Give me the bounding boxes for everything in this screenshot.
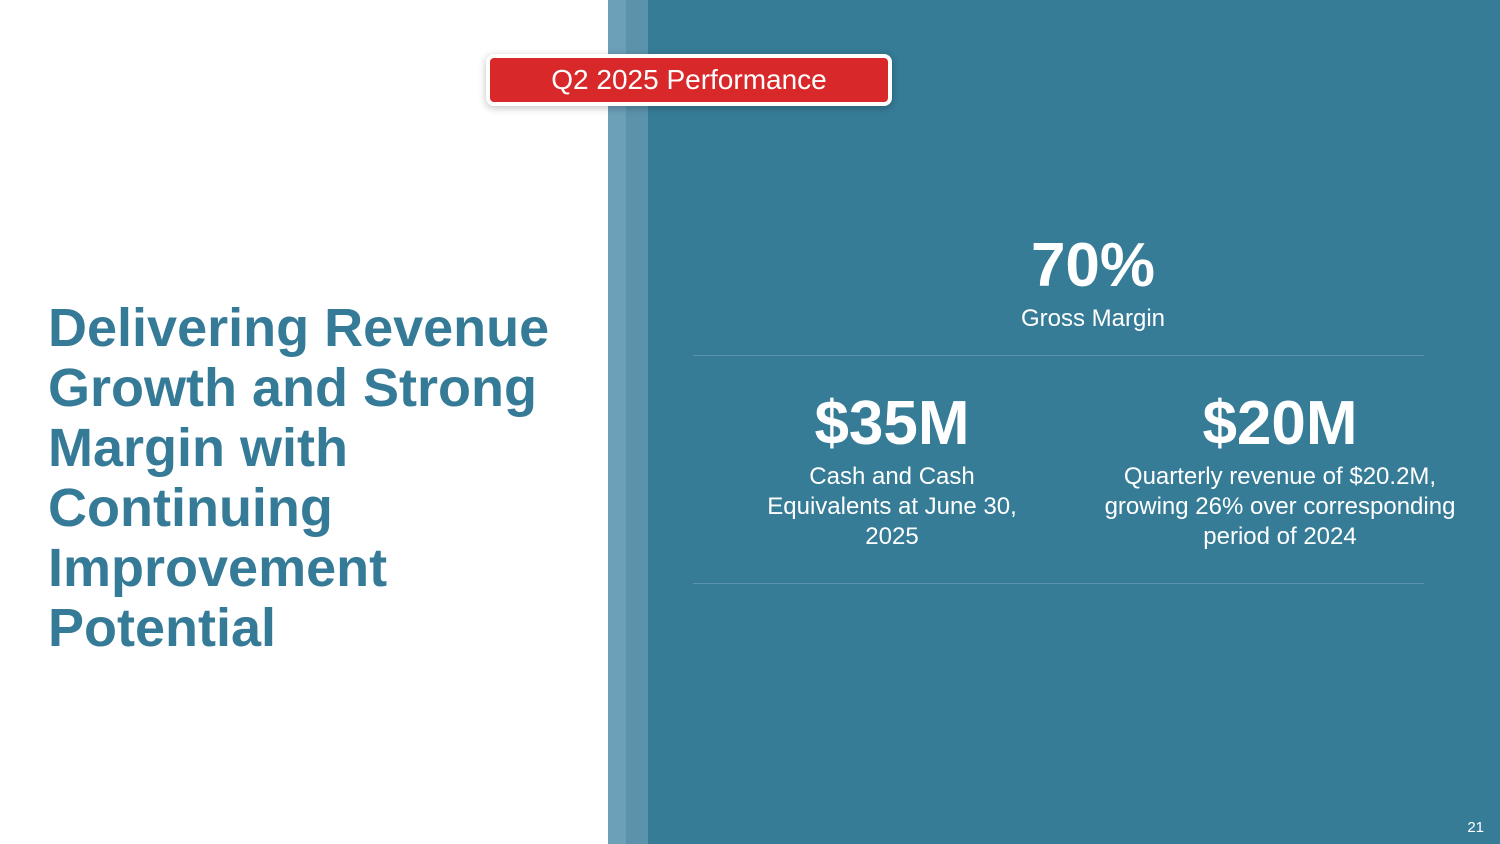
stat-gross-margin-label: Gross Margin bbox=[1020, 305, 1166, 332]
stat-cash-value: $35M bbox=[814, 389, 970, 458]
accent-stripe-light bbox=[608, 0, 626, 844]
right-panel bbox=[648, 0, 1500, 844]
stat-revenue-label: Quarterly revenue of $20.2M, growing 26%… bbox=[1104, 463, 1456, 550]
stat-cash: $35M Cash and Cash Equivalents at June 3… bbox=[752, 388, 1032, 552]
accent-stripe-mid bbox=[626, 0, 648, 844]
left-panel: Delivering Revenue Growth and Strong Mar… bbox=[0, 0, 608, 844]
stat-cash-label: Cash and Cash Equivalents at June 30, 20… bbox=[767, 463, 1017, 550]
stat-revenue-value: $20M bbox=[1202, 389, 1358, 458]
page-number: 21 bbox=[1467, 819, 1484, 836]
stat-revenue: $20M Quarterly revenue of $20.2M, growin… bbox=[1080, 388, 1480, 552]
stat-gross-margin: 70% Gross Margin bbox=[893, 230, 1293, 334]
stat-gross-margin-value: 70% bbox=[1030, 231, 1156, 300]
performance-badge: Q2 2025 Performance bbox=[486, 54, 892, 106]
divider-bottom bbox=[693, 583, 1424, 584]
slide-headline: Delivering Revenue Growth and Strong Mar… bbox=[48, 298, 550, 658]
divider-top bbox=[693, 355, 1424, 356]
